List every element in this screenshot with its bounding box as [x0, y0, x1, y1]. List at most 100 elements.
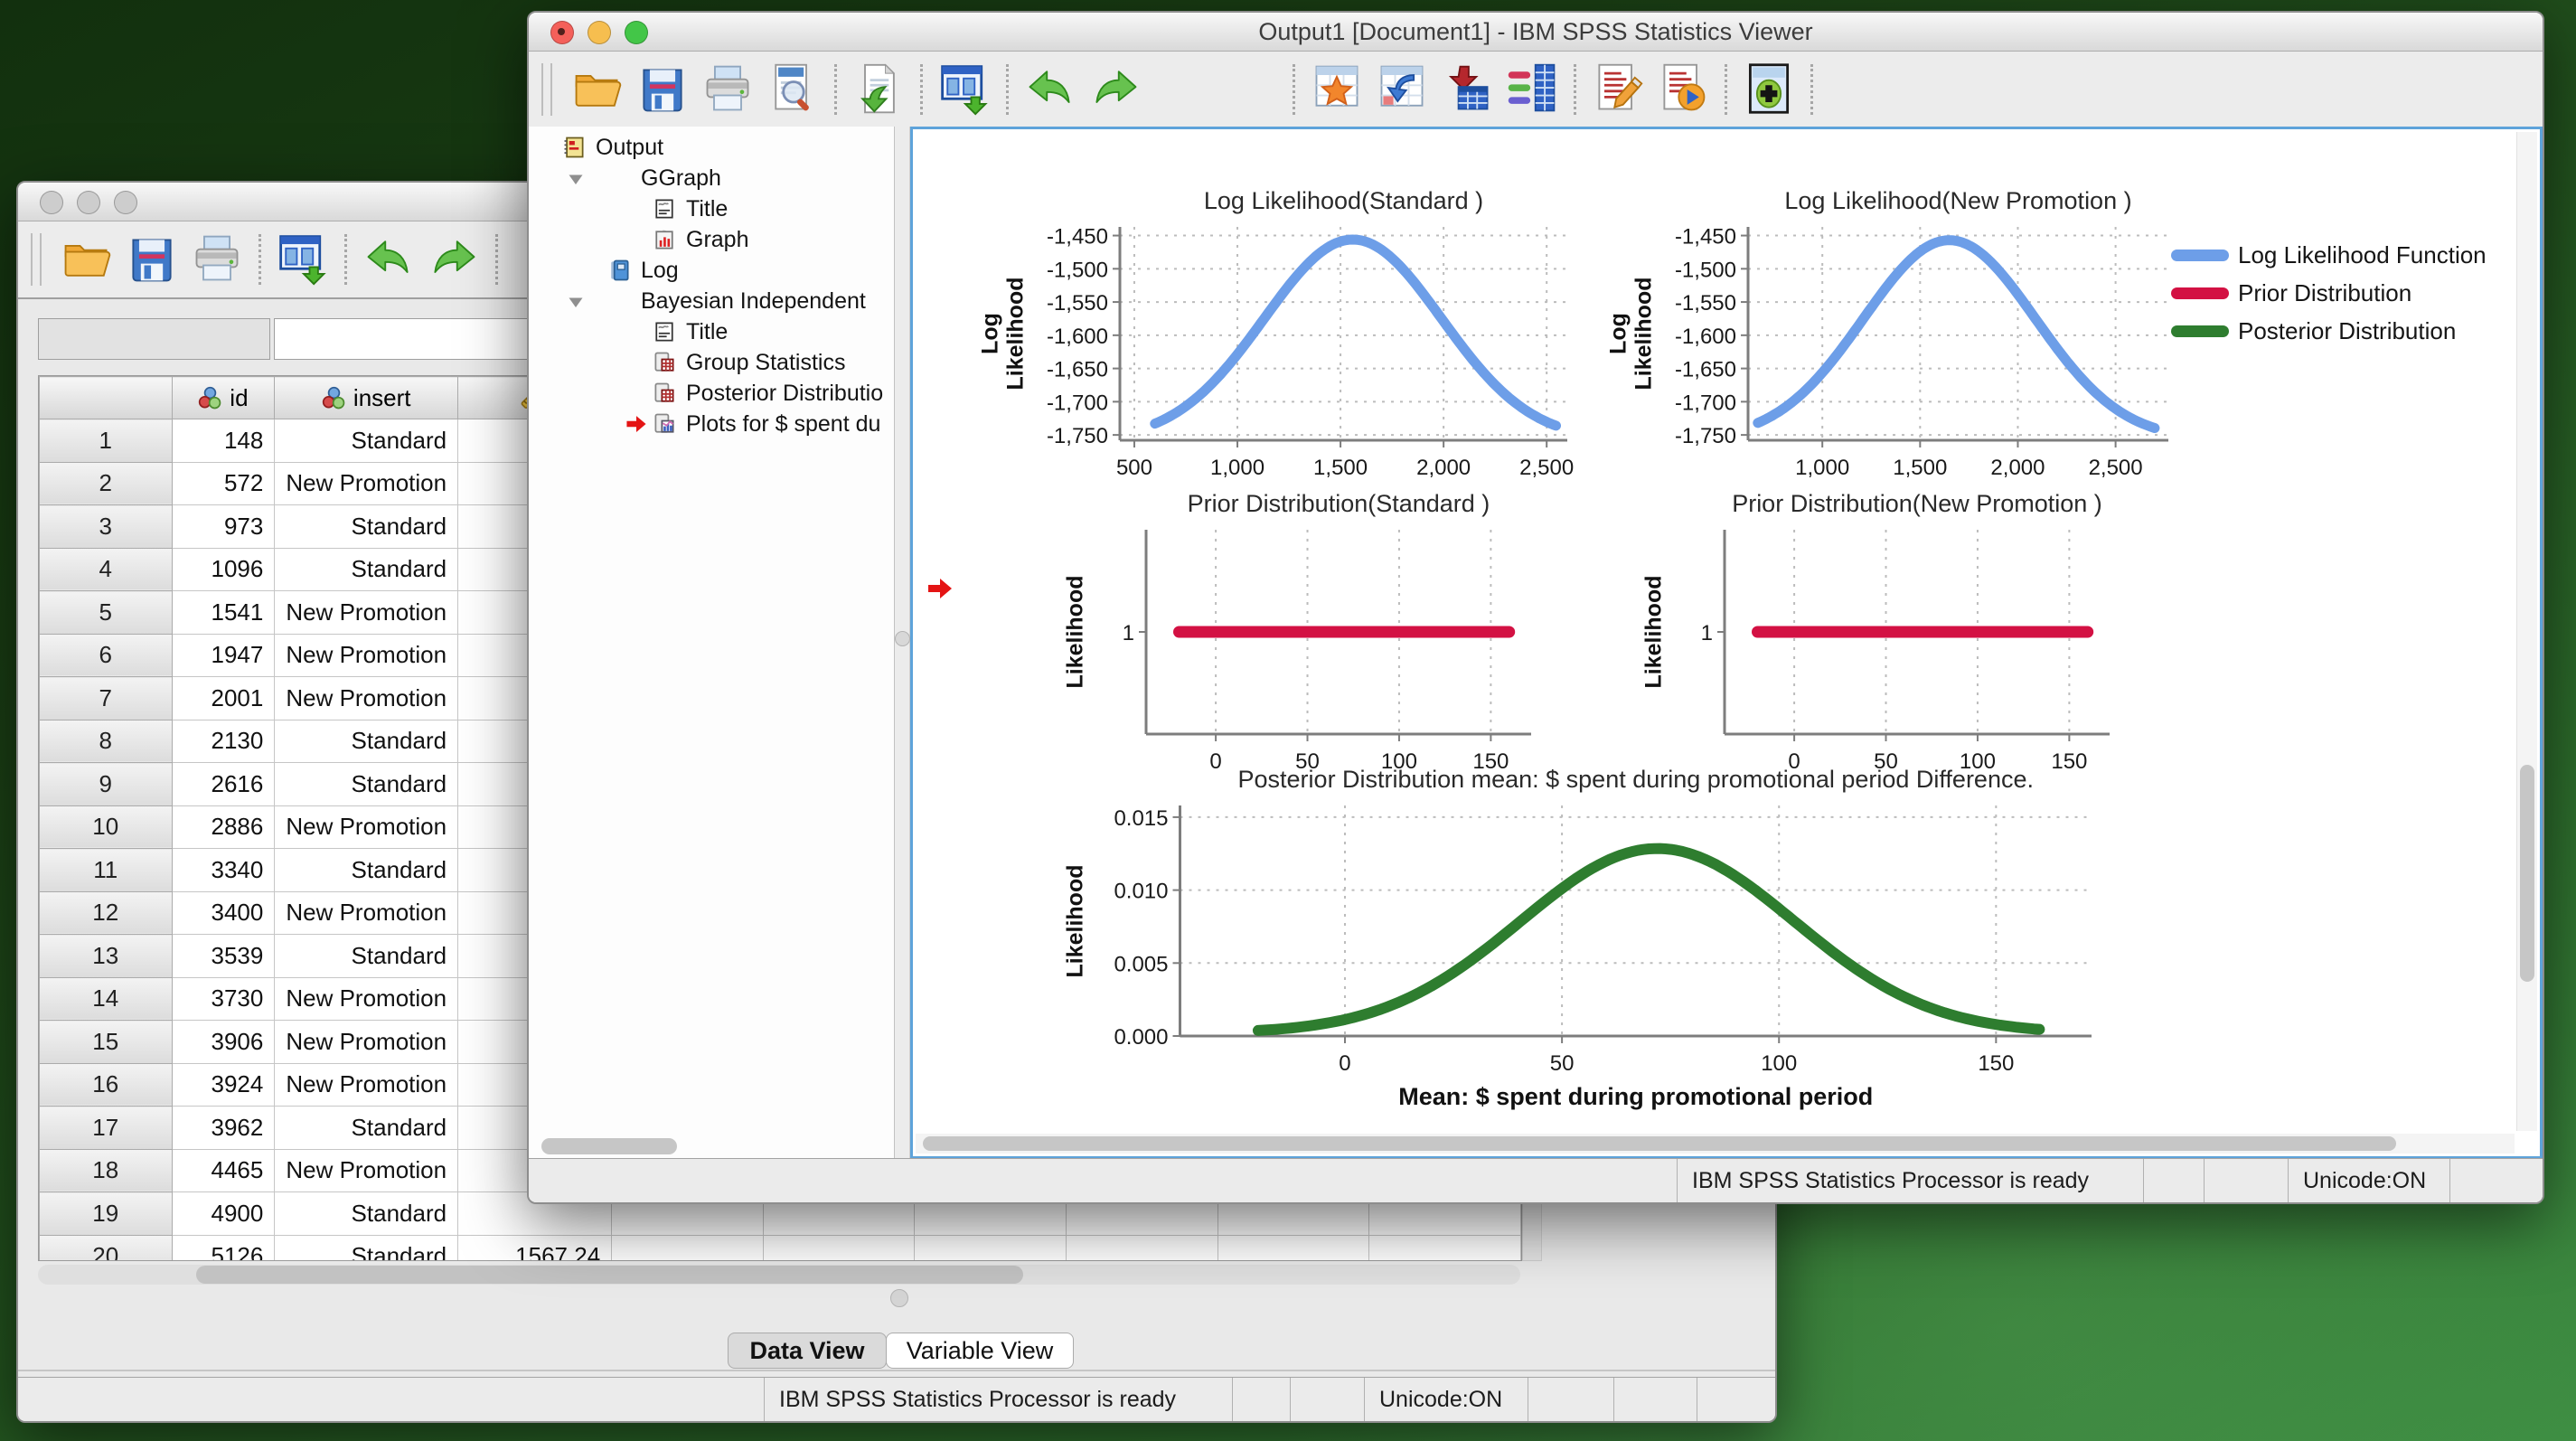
- cell[interactable]: 2001: [171, 676, 276, 720]
- cell[interactable]: 973: [171, 504, 276, 549]
- cell[interactable]: 4900: [171, 1191, 276, 1236]
- row-number[interactable]: 5: [39, 590, 173, 635]
- cell[interactable]: 3539: [171, 934, 276, 978]
- row-number[interactable]: 2: [39, 461, 173, 505]
- zoom-button[interactable]: [114, 191, 137, 214]
- cell-reference-box[interactable]: [38, 318, 270, 360]
- cell[interactable]: 5126: [171, 1234, 276, 1260]
- cell[interactable]: 4465: [171, 1148, 276, 1192]
- cell[interactable]: Standard: [274, 1106, 459, 1150]
- cell[interactable]: 2886: [171, 805, 276, 849]
- cell[interactable]: New Promotion: [274, 805, 459, 849]
- cell[interactable]: New Promotion: [274, 461, 459, 505]
- cell[interactable]: 1567.24: [457, 1234, 613, 1260]
- tree-item-title[interactable]: Title: [529, 316, 894, 347]
- close-button[interactable]: [550, 21, 574, 44]
- column-header-id[interactable]: id: [171, 376, 276, 419]
- tab-data-view[interactable]: Data View: [728, 1333, 887, 1369]
- cell[interactable]: 3730: [171, 976, 276, 1021]
- column-header-insert[interactable]: insert: [274, 376, 459, 419]
- tree-item-bayesian-independent[interactable]: Bayesian Independent: [529, 286, 894, 316]
- row-number[interactable]: 6: [39, 633, 173, 677]
- tree-item-ggraph[interactable]: GGraph: [529, 163, 894, 193]
- recall-dialogs-button[interactable]: [935, 60, 994, 119]
- cell[interactable]: 1947: [171, 633, 276, 677]
- cell[interactable]: [1217, 1234, 1370, 1260]
- cell[interactable]: Standard: [274, 419, 459, 463]
- row-number[interactable]: 13: [39, 934, 173, 978]
- row-number[interactable]: 18: [39, 1148, 173, 1192]
- print-preview-button[interactable]: [763, 60, 823, 119]
- splitter-knob[interactable]: [890, 1289, 908, 1307]
- row-number[interactable]: 16: [39, 1062, 173, 1107]
- cell[interactable]: New Promotion: [274, 676, 459, 720]
- cell[interactable]: 1096: [171, 547, 276, 591]
- disclosure-triangle-icon[interactable]: [565, 167, 587, 189]
- run-button[interactable]: [1653, 60, 1713, 119]
- close-button[interactable]: [40, 191, 63, 214]
- row-number[interactable]: 19: [39, 1191, 173, 1236]
- save-button[interactable]: [633, 60, 692, 119]
- open-file-button[interactable]: [568, 60, 627, 119]
- chart-prior-distribution-new-promotion[interactable]: Prior Distribution(New Promotion ) Likeli…: [1627, 486, 2133, 776]
- row-number[interactable]: 8: [39, 719, 173, 763]
- row-number[interactable]: 10: [39, 805, 173, 849]
- cell[interactable]: 3924: [171, 1062, 276, 1107]
- row-number[interactable]: 11: [39, 848, 173, 892]
- cell[interactable]: 3400: [171, 890, 276, 935]
- cell[interactable]: [762, 1234, 916, 1260]
- row-number[interactable]: 12: [39, 890, 173, 935]
- cell[interactable]: 148: [171, 419, 276, 463]
- minimize-button[interactable]: [77, 191, 100, 214]
- content-vertical-scrollbar[interactable]: [2516, 132, 2537, 1131]
- minimize-button[interactable]: [588, 21, 611, 44]
- cell[interactable]: 2616: [171, 762, 276, 806]
- row-number[interactable]: 9: [39, 762, 173, 806]
- cell[interactable]: Standard: [274, 848, 459, 892]
- cell[interactable]: New Promotion: [274, 976, 459, 1021]
- goto-data-button[interactable]: [1372, 60, 1432, 119]
- variables-button[interactable]: [1502, 60, 1562, 119]
- outline-horizontal-scrollbar-thumb[interactable]: [541, 1138, 677, 1154]
- row-number[interactable]: 3: [39, 504, 173, 549]
- cell[interactable]: 572: [171, 461, 276, 505]
- row-number[interactable]: 7: [39, 676, 173, 720]
- pane-splitter[interactable]: [895, 127, 910, 1159]
- tree-item-graph[interactable]: Graph: [529, 224, 894, 255]
- undo-button[interactable]: [1020, 60, 1080, 119]
- print-button[interactable]: [187, 230, 247, 289]
- cell[interactable]: New Promotion: [274, 1062, 459, 1107]
- disclosure-triangle-icon[interactable]: [565, 290, 587, 312]
- row-number[interactable]: 20: [39, 1234, 173, 1260]
- splitter-handle[interactable]: [895, 631, 910, 646]
- cell[interactable]: Standard: [274, 1191, 459, 1236]
- zoom-button[interactable]: [625, 21, 648, 44]
- cell[interactable]: 3340: [171, 848, 276, 892]
- tree-item-output[interactable]: Output: [529, 132, 894, 163]
- undo-button[interactable]: [359, 230, 418, 289]
- save-button[interactable]: [122, 230, 182, 289]
- tree-item-group-statistics[interactable]: Group Statistics: [529, 347, 894, 378]
- cell[interactable]: New Promotion: [274, 590, 459, 635]
- export-button[interactable]: [849, 60, 908, 119]
- cell[interactable]: [1066, 1234, 1218, 1260]
- content-horizontal-scrollbar[interactable]: [916, 1134, 2515, 1154]
- cell[interactable]: Standard: [274, 547, 459, 591]
- row-number[interactable]: 15: [39, 1020, 173, 1064]
- row-number[interactable]: 4: [39, 547, 173, 591]
- print-button[interactable]: [698, 60, 757, 119]
- tree-item-plots-for-spent-du[interactable]: Plots for $ spent du: [529, 409, 894, 439]
- cell[interactable]: New Promotion: [274, 1148, 459, 1192]
- tree-item-posterior-distributio[interactable]: Posterior Distributio: [529, 378, 894, 409]
- chart-log-likelihood-standard[interactable]: Log Likelihood(Standard ) Log Likelihood -…: [976, 184, 1591, 482]
- redo-button[interactable]: [424, 230, 484, 289]
- cell[interactable]: Standard: [274, 719, 459, 763]
- row-number[interactable]: 1: [39, 419, 173, 463]
- cell[interactable]: Standard: [274, 1234, 459, 1260]
- cell[interactable]: 3906: [171, 1020, 276, 1064]
- cell[interactable]: Standard: [274, 504, 459, 549]
- grid-horizontal-scrollbar[interactable]: [38, 1265, 1520, 1285]
- favorite-table-button[interactable]: [1307, 60, 1367, 119]
- chart-prior-distribution-standard[interactable]: Prior Distribution(Standard ) Likelihood 1…: [1048, 486, 1555, 776]
- redo-button[interactable]: [1086, 60, 1145, 119]
